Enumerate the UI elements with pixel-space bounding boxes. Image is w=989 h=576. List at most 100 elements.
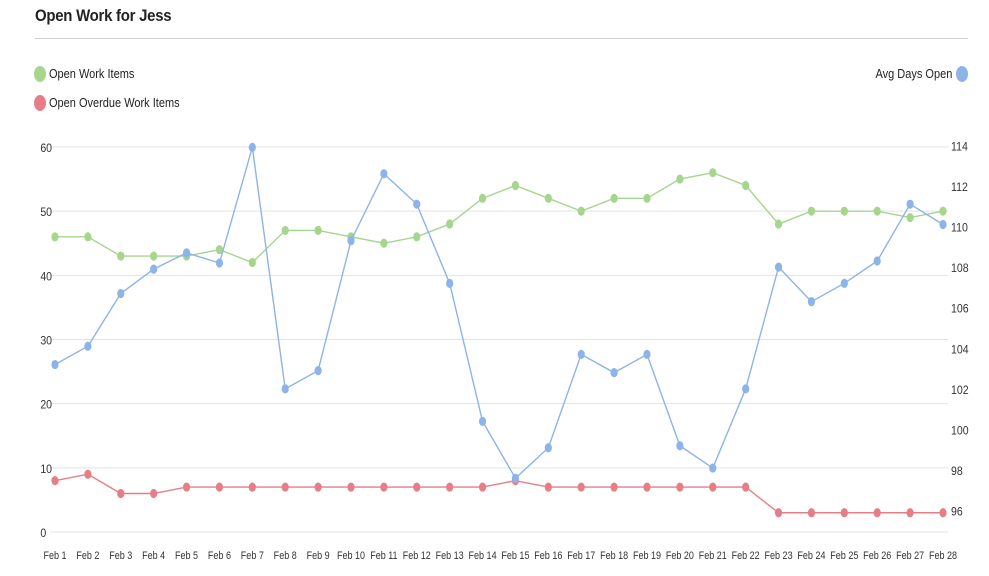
chart-title: Open Work for Jess <box>35 6 172 25</box>
data-point-open-overdue-work-items <box>577 482 585 492</box>
y-left-tick-label: 30 <box>40 335 52 348</box>
x-tick-label: Feb 16 <box>534 550 562 562</box>
y-left-tick-label: 60 <box>40 142 52 155</box>
legend-dot-open-overdue-work-items <box>34 95 46 111</box>
data-point-open-overdue-work-items <box>215 482 224 492</box>
x-tick-label: Feb 24 <box>797 550 825 562</box>
x-tick-label: Feb 12 <box>403 550 431 562</box>
data-point-open-overdue-work-items <box>906 508 914 518</box>
data-point-open-overdue-work-items <box>610 482 618 492</box>
x-tick-label: Feb 27 <box>896 550 924 562</box>
data-point-avg-days-open <box>150 264 158 274</box>
data-point-open-overdue-work-items <box>281 482 289 492</box>
x-tick-label: Feb 20 <box>666 550 694 562</box>
y-left-tick-label: 10 <box>40 463 52 476</box>
y-right-tick-label: 106 <box>951 303 969 316</box>
x-tick-label: Feb 9 <box>307 550 330 562</box>
data-point-open-overdue-work-items <box>446 482 454 492</box>
data-point-open-work-items <box>248 257 256 268</box>
data-point-open-overdue-work-items <box>413 482 421 492</box>
data-point-open-overdue-work-items <box>314 482 322 492</box>
data-point-open-work-items <box>774 219 783 229</box>
y-left-tick-label: 50 <box>40 207 52 220</box>
data-point-avg-days-open <box>413 199 421 209</box>
data-point-open-overdue-work-items <box>347 482 355 492</box>
y-right-tick-label: 102 <box>951 384 969 397</box>
data-point-avg-days-open <box>446 278 454 288</box>
x-tick-label: Feb 6 <box>208 550 231 562</box>
y-right-tick-label: 114 <box>951 141 968 154</box>
data-point-open-work-items <box>281 225 289 236</box>
y-left-tick-label: 0 <box>40 527 46 540</box>
data-point-avg-days-open <box>544 443 552 453</box>
data-point-open-work-items <box>544 193 552 203</box>
data-point-avg-days-open <box>511 473 520 483</box>
x-tick-label: Feb 15 <box>501 550 529 562</box>
data-point-open-overdue-work-items <box>248 482 256 492</box>
y-right-tick-label: 104 <box>951 344 969 357</box>
legend-label-open-overdue-work-items: Open Overdue Work Items <box>49 96 180 110</box>
data-point-avg-days-open <box>117 288 125 299</box>
data-point-open-overdue-work-items <box>544 482 552 492</box>
data-point-avg-days-open <box>478 416 487 426</box>
legend-open-overdue-work-items[interactable]: Open Overdue Work Items <box>34 95 197 111</box>
data-point-avg-days-open <box>347 236 355 246</box>
data-point-avg-days-open <box>807 297 816 307</box>
data-point-avg-days-open <box>774 262 783 272</box>
data-point-open-work-items <box>446 219 454 229</box>
data-point-avg-days-open <box>676 441 684 451</box>
data-point-open-work-items <box>742 180 750 191</box>
x-tick-label: Feb 17 <box>567 550 595 562</box>
x-tick-label: Feb 2 <box>76 550 99 562</box>
data-point-avg-days-open <box>873 256 881 266</box>
data-point-open-work-items <box>314 225 322 236</box>
x-tick-label: Feb 14 <box>469 550 497 562</box>
data-point-open-overdue-work-items <box>380 482 388 492</box>
data-point-open-overdue-work-items <box>840 508 848 518</box>
data-point-open-overdue-work-items <box>182 482 191 492</box>
data-point-open-overdue-work-items <box>150 488 158 499</box>
legend-label-avg-days-open: Avg Days Open <box>875 67 952 81</box>
data-point-avg-days-open <box>215 258 224 268</box>
data-point-open-work-items <box>873 206 881 216</box>
x-tick-label: Feb 25 <box>830 550 858 562</box>
x-tick-label: Feb 5 <box>175 550 198 562</box>
data-point-avg-days-open <box>939 219 947 230</box>
x-tick-label: Feb 1 <box>43 550 66 562</box>
data-point-open-overdue-work-items <box>84 469 92 479</box>
data-point-open-work-items <box>51 232 59 242</box>
data-point-open-overdue-work-items <box>873 508 881 518</box>
data-point-avg-days-open <box>906 199 914 209</box>
data-point-avg-days-open <box>281 384 289 394</box>
data-point-avg-days-open <box>182 248 191 258</box>
legend-label-open-work-items: Open Work Items <box>49 67 135 81</box>
data-point-open-work-items <box>117 251 125 261</box>
data-point-open-work-items <box>380 238 388 248</box>
data-point-avg-days-open <box>51 359 59 370</box>
data-point-open-overdue-work-items <box>117 488 125 499</box>
data-point-open-overdue-work-items <box>807 508 816 518</box>
y-left-tick-label: 20 <box>40 399 52 412</box>
legend-dot-avg-days-open <box>956 66 968 82</box>
data-point-open-overdue-work-items <box>51 476 59 486</box>
legend-open-work-items[interactable]: Open Work Items <box>34 66 146 82</box>
data-point-avg-days-open <box>314 366 322 376</box>
data-point-open-overdue-work-items <box>742 482 750 492</box>
data-point-avg-days-open <box>380 169 388 179</box>
data-point-open-overdue-work-items <box>709 482 717 492</box>
series-line-open-overdue-work-items <box>54 473 943 514</box>
data-point-avg-days-open <box>248 142 256 152</box>
data-point-open-overdue-work-items <box>478 482 487 492</box>
legend-dot-open-work-items <box>34 66 46 82</box>
data-point-open-overdue-work-items <box>643 482 651 492</box>
data-point-open-work-items <box>643 193 651 203</box>
legend-avg-days-open[interactable]: Avg Days Open <box>865 66 968 82</box>
data-point-open-work-items <box>610 193 618 203</box>
data-point-avg-days-open <box>742 384 750 394</box>
data-point-open-work-items <box>906 212 914 223</box>
x-tick-label: Feb 22 <box>732 550 760 562</box>
title-divider <box>35 38 968 39</box>
y-left-tick-label: 40 <box>40 271 52 284</box>
data-point-open-work-items <box>939 206 947 216</box>
